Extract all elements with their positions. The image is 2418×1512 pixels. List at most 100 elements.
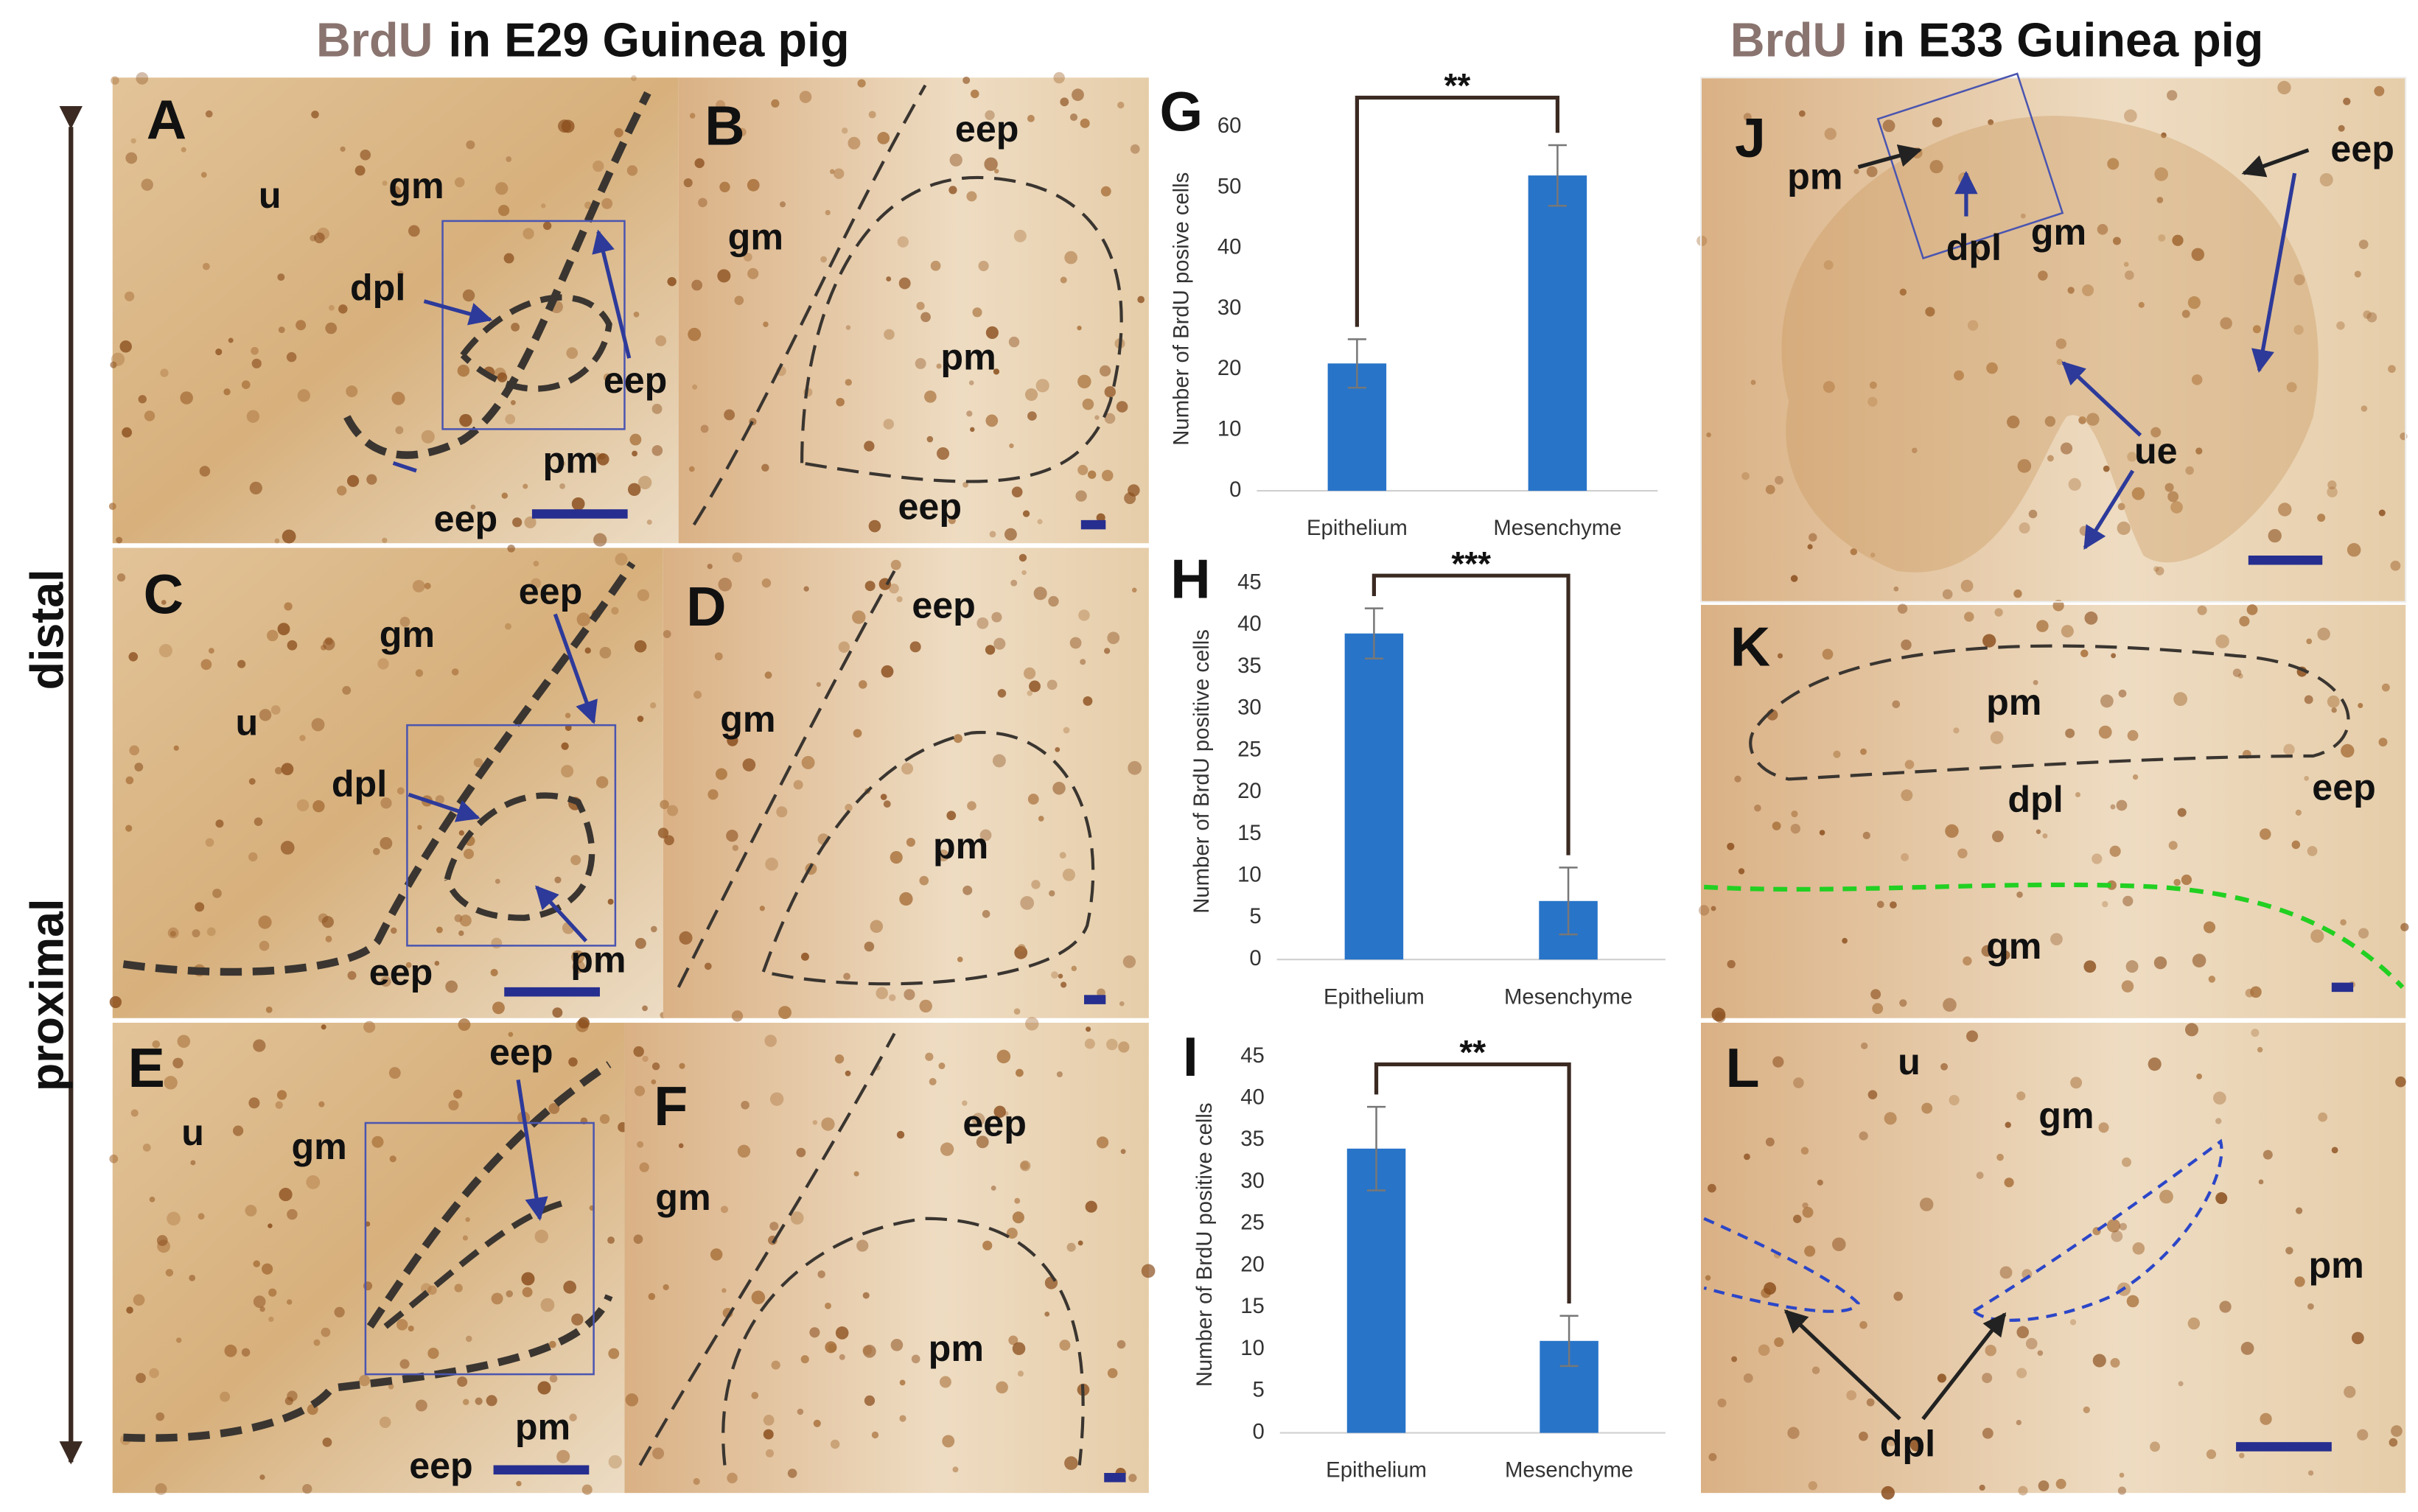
stained-cell <box>571 1313 584 1326</box>
stained-cell <box>1117 1340 1126 1349</box>
outline <box>122 561 636 976</box>
stained-cell <box>2098 1122 2109 1133</box>
stained-cell <box>391 391 405 405</box>
stained-cell <box>985 110 995 120</box>
stained-cell <box>2187 296 2201 309</box>
stained-cell <box>1727 842 1735 850</box>
y-tick-label: 40 <box>1240 1085 1265 1109</box>
stained-cell <box>228 337 234 343</box>
y-tick-label: 10 <box>1237 862 1262 886</box>
stained-cell <box>399 616 410 627</box>
stained-cell <box>2361 405 2368 412</box>
tissue-label: pm <box>570 939 626 981</box>
stained-cell <box>853 1171 859 1177</box>
stained-cell <box>358 1374 371 1387</box>
stained-cell <box>1949 1094 1960 1106</box>
stained-cell <box>601 197 613 209</box>
stained-cell <box>2197 605 2207 615</box>
stained-cell <box>1060 97 1069 107</box>
stained-cell <box>801 755 815 769</box>
y-tick-label: 45 <box>1237 570 1262 594</box>
tissue-label: gm <box>720 699 775 740</box>
stained-cell <box>1790 575 1798 582</box>
stained-cell <box>2381 683 2390 692</box>
stained-cell <box>2155 566 2164 575</box>
stained-cell <box>563 1281 577 1294</box>
panel-letter: E <box>128 1037 165 1099</box>
tissue-label: dpl <box>2008 779 2063 820</box>
panel-letter: D <box>686 575 726 637</box>
stained-cell <box>1031 880 1041 889</box>
stained-cell <box>2251 1029 2260 1037</box>
stained-cell <box>743 252 752 262</box>
panel-letter: B <box>705 94 744 156</box>
stained-cell <box>1044 1312 1050 1317</box>
stained-cell <box>1698 905 1710 916</box>
stained-cell <box>223 388 231 396</box>
stained-cell <box>828 1343 837 1353</box>
stained-cell <box>462 1235 468 1241</box>
stained-cell <box>751 1391 759 1399</box>
stained-cell <box>245 1205 257 1217</box>
stained-cell <box>1107 1368 1118 1379</box>
stained-cell <box>2215 1118 2222 1124</box>
stained-cell <box>2119 1472 2125 1478</box>
stained-cell <box>797 1408 804 1415</box>
stained-cell <box>715 768 727 780</box>
y-tick-label: 5 <box>1253 1378 1265 1402</box>
stained-cell <box>470 504 476 510</box>
stained-cell <box>2291 840 2301 850</box>
stained-cell <box>1010 579 1018 587</box>
stained-cell <box>2150 1441 2160 1452</box>
stained-cell <box>737 1144 751 1158</box>
section-shape <box>1781 116 2319 573</box>
stained-cell <box>417 825 422 830</box>
stained-cell <box>491 937 503 949</box>
stained-cell <box>1893 586 1899 592</box>
tissue-label: u <box>181 1112 204 1153</box>
stained-cell <box>1876 900 1884 909</box>
stained-cell <box>1954 370 1964 381</box>
stained-cell <box>2056 358 2063 365</box>
stained-cell <box>763 1415 775 1426</box>
stained-cell <box>2191 248 2205 262</box>
stained-cell <box>382 181 388 186</box>
x-tick-label: Epithelium <box>1307 516 1408 540</box>
stained-cell <box>1945 824 1959 839</box>
stained-cell <box>274 538 280 544</box>
stained-cell <box>1104 648 1111 654</box>
stained-cell <box>1056 1071 1063 1078</box>
outline <box>1749 644 2350 781</box>
stained-cell <box>2257 1046 2263 1053</box>
y-tick-label: 50 <box>1217 174 1242 198</box>
stained-cell <box>925 1052 934 1061</box>
y-tick-label: 60 <box>1217 113 1242 138</box>
stained-cell <box>2117 521 2131 535</box>
stained-cell <box>800 1355 809 1364</box>
stained-cell <box>412 580 425 592</box>
stained-cell <box>970 89 979 99</box>
stained-cell <box>570 855 581 866</box>
stained-cell <box>1982 1427 1994 1439</box>
title-rest: in E29 Guinea pig <box>448 13 849 66</box>
stained-cell <box>1119 1001 1125 1007</box>
stained-cell <box>633 311 640 318</box>
stained-cell <box>2245 988 2254 998</box>
stained-cell <box>1051 971 1058 979</box>
stained-cell <box>259 1306 265 1312</box>
stained-cell <box>1859 1131 1868 1141</box>
stained-cell <box>2278 503 2292 517</box>
stained-cell <box>946 811 957 821</box>
stained-cell <box>311 111 319 119</box>
stained-cell <box>322 1437 332 1447</box>
stained-cell <box>765 857 778 871</box>
stained-cell <box>268 1223 273 1228</box>
stained-cell <box>1094 415 1100 420</box>
stained-cell <box>2395 1076 2406 1088</box>
tissue-label: u <box>235 701 258 743</box>
stained-cell <box>991 612 1002 623</box>
stained-cell <box>2061 625 2074 638</box>
stained-cell <box>396 787 405 795</box>
stained-cell <box>909 641 921 653</box>
